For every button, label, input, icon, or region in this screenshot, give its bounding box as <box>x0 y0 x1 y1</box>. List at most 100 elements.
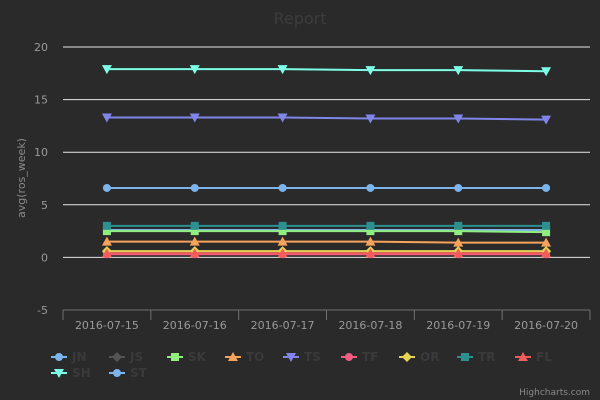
data-point[interactable] <box>189 113 200 123</box>
legend-label[interactable]: JN <box>71 350 87 364</box>
data-point[interactable] <box>454 221 463 230</box>
data-point[interactable] <box>277 65 288 75</box>
data-point[interactable] <box>101 236 112 246</box>
data-point[interactable] <box>453 237 464 247</box>
data-point[interactable] <box>101 113 112 123</box>
legend-symbol <box>171 353 179 361</box>
x-tick-label: 2016-07-18 <box>338 319 402 332</box>
data-point[interactable] <box>189 65 200 75</box>
data-point[interactable] <box>189 248 200 258</box>
legend-item-js[interactable]: JS <box>109 350 143 364</box>
data-point[interactable] <box>542 183 551 192</box>
y-tick-label: 15 <box>34 94 48 107</box>
data-point[interactable] <box>454 227 463 236</box>
data-point[interactable] <box>542 228 551 237</box>
legend[interactable]: JN JS SK TO TS TF OR TR FL SH ST <box>51 350 552 380</box>
data-point[interactable] <box>190 183 199 192</box>
x-tick-label: 2016-07-15 <box>75 319 139 332</box>
y-tick-label: -5 <box>37 304 48 317</box>
legend-label[interactable]: TF <box>362 350 378 364</box>
data-point[interactable] <box>541 67 552 77</box>
data-point[interactable] <box>541 237 552 247</box>
legend-item-sk[interactable]: SK <box>167 350 207 364</box>
legend-item-or[interactable]: OR <box>399 350 439 364</box>
series-to[interactable] <box>101 236 552 247</box>
data-point[interactable] <box>278 183 287 192</box>
data-point[interactable] <box>277 248 288 258</box>
legend-item-sh[interactable]: SH <box>51 366 91 380</box>
legend-symbol <box>286 353 296 362</box>
data-point[interactable] <box>365 114 376 124</box>
legend-item-jn[interactable]: JN <box>51 350 87 364</box>
legend-label[interactable]: TO <box>246 350 264 364</box>
legend-item-tf[interactable]: TF <box>341 350 378 364</box>
legend-item-ts[interactable]: TS <box>283 350 321 364</box>
data-point[interactable] <box>277 236 288 246</box>
legend-label[interactable]: FL <box>536 350 552 364</box>
series-line[interactable] <box>106 68 547 73</box>
legend-item-to[interactable]: TO <box>225 350 264 364</box>
legend-label[interactable]: ST <box>130 366 148 380</box>
legend-symbol <box>54 369 64 378</box>
data-point[interactable] <box>454 183 463 192</box>
series-line[interactable] <box>106 230 547 234</box>
credits-link[interactable]: Highcharts.com <box>519 388 590 398</box>
series-sk[interactable] <box>102 227 551 237</box>
x-axis: 2016-07-15 2016-07-16 2016-07-17 2016-07-18… <box>62 309 591 332</box>
series-line[interactable] <box>106 240 547 244</box>
series-layer <box>101 65 552 259</box>
chart-title: Report <box>273 9 326 28</box>
data-point[interactable] <box>278 227 287 236</box>
data-point[interactable] <box>190 227 199 236</box>
data-point[interactable] <box>102 183 111 192</box>
series-st[interactable] <box>102 183 551 192</box>
y-axis: -5 0 5 10 15 20 <box>34 41 48 317</box>
legend-label[interactable]: OR <box>420 350 439 364</box>
legend-label[interactable]: JS <box>129 350 143 364</box>
data-point[interactable] <box>542 221 551 230</box>
legend-label[interactable]: TS <box>304 350 321 364</box>
legend-item-st[interactable]: ST <box>109 366 148 380</box>
data-point[interactable] <box>102 227 111 236</box>
legend-label[interactable]: TR <box>478 350 495 364</box>
x-tick-label: 2016-07-19 <box>426 319 490 332</box>
data-point[interactable] <box>541 115 552 125</box>
data-point[interactable] <box>453 248 464 258</box>
legend-symbol <box>113 369 121 377</box>
data-point[interactable] <box>278 221 287 230</box>
legend-symbol <box>112 352 122 362</box>
data-point[interactable] <box>102 221 111 230</box>
series-fl[interactable] <box>101 248 552 258</box>
data-point[interactable] <box>101 248 112 258</box>
y-tick-label: 20 <box>34 41 48 54</box>
data-point[interactable] <box>365 236 376 246</box>
data-point[interactable] <box>365 66 376 76</box>
data-point[interactable] <box>189 236 200 246</box>
series-ts[interactable] <box>101 113 552 125</box>
x-tick-label: 2016-07-20 <box>514 319 578 332</box>
data-point[interactable] <box>541 248 552 258</box>
data-point[interactable] <box>101 65 112 75</box>
legend-symbol <box>402 352 412 362</box>
y-tick-label: 0 <box>41 251 48 264</box>
data-point[interactable] <box>453 114 464 124</box>
legend-symbol <box>228 352 238 361</box>
data-point[interactable] <box>365 248 376 258</box>
legend-symbol <box>345 353 353 361</box>
data-point[interactable] <box>366 221 375 230</box>
data-point[interactable] <box>366 227 375 236</box>
legend-item-tr[interactable]: TR <box>457 350 495 364</box>
legend-symbol <box>461 353 469 361</box>
legend-label[interactable]: SK <box>188 350 207 364</box>
series-line[interactable] <box>106 116 547 121</box>
legend-label[interactable]: SH <box>72 366 91 380</box>
legend-item-fl[interactable]: FL <box>515 350 552 364</box>
series-sh[interactable] <box>101 65 552 77</box>
data-point[interactable] <box>277 113 288 123</box>
data-point[interactable] <box>366 183 375 192</box>
data-point[interactable] <box>453 66 464 76</box>
y-tick-label: 5 <box>41 199 48 212</box>
series-tr[interactable] <box>102 221 551 230</box>
data-point[interactable] <box>190 221 199 230</box>
